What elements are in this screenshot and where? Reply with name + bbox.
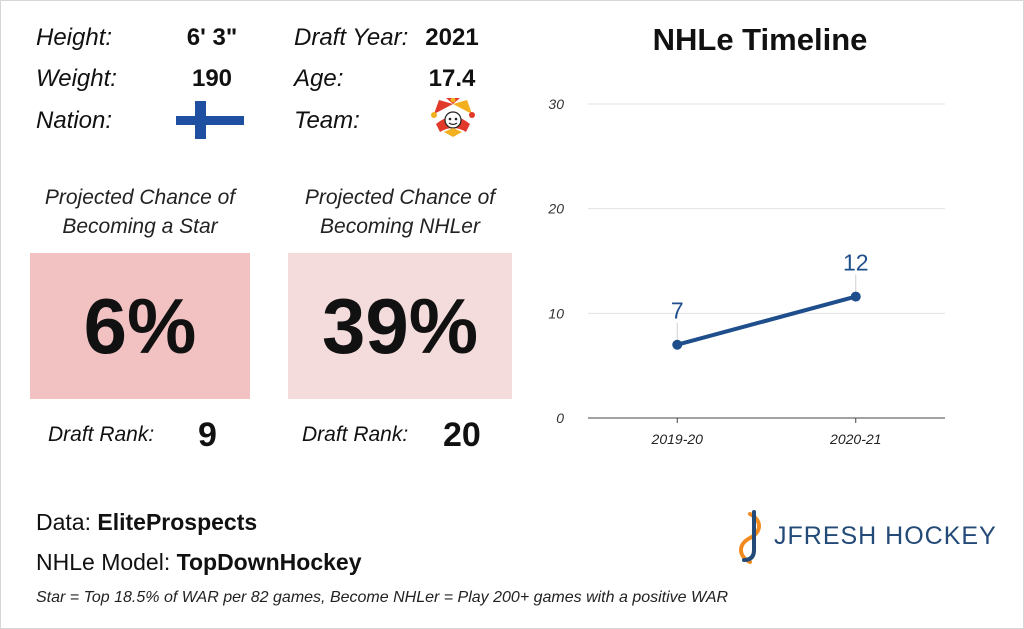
nhler-chance-value: 39%: [321, 281, 479, 370]
y-tick-label: 20: [547, 201, 564, 217]
data-label: 12: [843, 250, 869, 276]
nhler-draft-rank-label: Draft Rank:: [302, 423, 409, 446]
nhler-chance-box: 39%: [288, 253, 512, 399]
star-chance-value: 6%: [83, 281, 197, 370]
nhler-chance-title: Projected Chance of Becoming NHLer: [288, 183, 512, 241]
weight-value: 190: [191, 65, 233, 92]
draft-year-label: Draft Year:: [294, 24, 409, 51]
finland-flag-icon: [176, 101, 244, 139]
age-value: 17.4: [428, 65, 476, 92]
data-point: [850, 291, 861, 302]
x-tick-label: 2019-20: [651, 431, 704, 447]
weight-label: Weight:: [36, 65, 117, 92]
star-draft-rank-value: 9: [198, 416, 217, 454]
definitions-note: Star = Top 18.5% of WAR per 82 games, Be…: [36, 589, 729, 606]
y-tick-label: 10: [548, 305, 564, 321]
y-tick-label: 30: [548, 96, 564, 112]
age-label: Age:: [294, 65, 344, 92]
star-chance-title: Projected Chance of Becoming a Star: [30, 183, 250, 241]
series-line: [675, 294, 858, 347]
star-chance-box: 6%: [30, 253, 250, 399]
star-chance-title-line1: Projected Chance of: [44, 186, 236, 209]
data-label: 7: [671, 298, 684, 324]
y-tick-label: 0: [556, 410, 564, 426]
chart-title: NHLe Timeline: [652, 22, 868, 57]
jester-logo-icon: [431, 98, 475, 137]
brand-name: JFRESH HOCKEY: [774, 522, 997, 550]
nhler-draft-rank-value: 20: [443, 416, 481, 454]
nhler-chance-title-line1: Projected Chance of: [304, 186, 496, 209]
team-label: Team:: [294, 107, 360, 134]
draft-year-value: 2021: [425, 24, 479, 51]
star-draft-rank-label: Draft Rank:: [48, 423, 155, 446]
model-source-value: TopDownHockey: [176, 549, 362, 575]
jfresh-logo-icon: [739, 510, 761, 564]
x-tick-label: 2020-21: [829, 431, 881, 447]
star-chance-title-line2: Becoming a Star: [62, 215, 218, 238]
data-point: [672, 339, 683, 350]
nation-label: Nation:: [36, 107, 113, 134]
model-source-line: NHLe Model: TopDownHockey: [36, 549, 362, 576]
nhle-line-chart: 0 10 20 30 2019-20 2020-21 7 12: [547, 96, 945, 447]
height-label: Height:: [36, 24, 113, 51]
data-source-value: EliteProspects: [97, 509, 258, 535]
data-source-label: Data:: [36, 509, 91, 535]
model-source-label: NHLe Model:: [36, 549, 171, 575]
nhler-chance-title-line2: Becoming NHLer: [320, 215, 480, 238]
height-value: 6' 3": [186, 24, 238, 51]
data-source-line: Data: EliteProspects: [36, 509, 257, 536]
